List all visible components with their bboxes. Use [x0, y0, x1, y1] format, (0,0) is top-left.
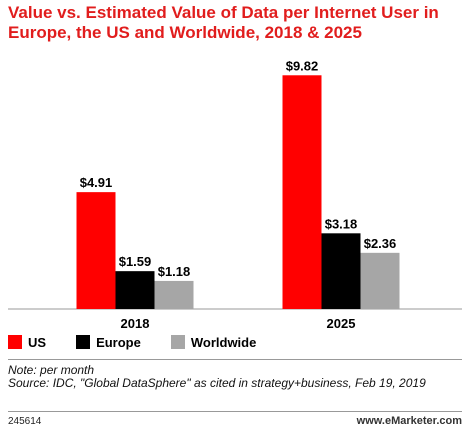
legend-swatch-us [8, 335, 22, 349]
bar-worldwide-2025 [360, 252, 400, 309]
chart-id: 245614 [8, 416, 42, 427]
legend-item-us: US [8, 335, 46, 350]
data-label-worldwide-2025: $2.36 [364, 236, 397, 251]
data-label-us-2025: $9.82 [286, 58, 319, 73]
data-label-worldwide-2018: $1.18 [158, 264, 191, 279]
legend-label-europe: Europe [96, 334, 141, 350]
bar-us-2025 [282, 75, 322, 309]
bar-europe-2018 [115, 271, 155, 309]
data-label-us-2018: $4.91 [80, 175, 113, 190]
bar-worldwide-2018 [154, 280, 194, 309]
brand-logo: www.eMarketer.com [356, 415, 462, 427]
divider-bottom [8, 411, 462, 412]
legend: US Europe Worldwide [8, 334, 286, 350]
legend-label-us: US [28, 334, 47, 350]
legend-label-worldwide: Worldwide [190, 334, 257, 350]
legend-item-europe: Europe [76, 335, 141, 350]
legend-item-worldwide: Worldwide [170, 334, 257, 350]
bar-chart: $4.91 $1.59 $1.18 2018 $9.82 $3.18 $2.36 2025 [8, 58, 462, 331]
x-tick-label-2025: 2025 [327, 316, 356, 331]
divider-top [8, 359, 462, 360]
legend-swatch-europe [76, 335, 91, 349]
chart-notes: Note: per month Source: IDC, "Global Dat… [8, 364, 466, 390]
note-text: Note: per month [8, 363, 95, 377]
bar-europe-2025 [321, 233, 361, 309]
source-text: Source: IDC, "Global DataSphere" as cite… [8, 376, 426, 390]
data-label-europe-2025: $3.18 [325, 216, 358, 231]
data-label-europe-2018: $1.59 [119, 254, 152, 269]
x-tick-label-2018: 2018 [121, 316, 150, 331]
legend-swatch-worldwide [170, 335, 185, 349]
chart-title: Value vs. Estimated Value of Data per In… [8, 3, 439, 42]
bar-us-2018 [76, 192, 116, 309]
